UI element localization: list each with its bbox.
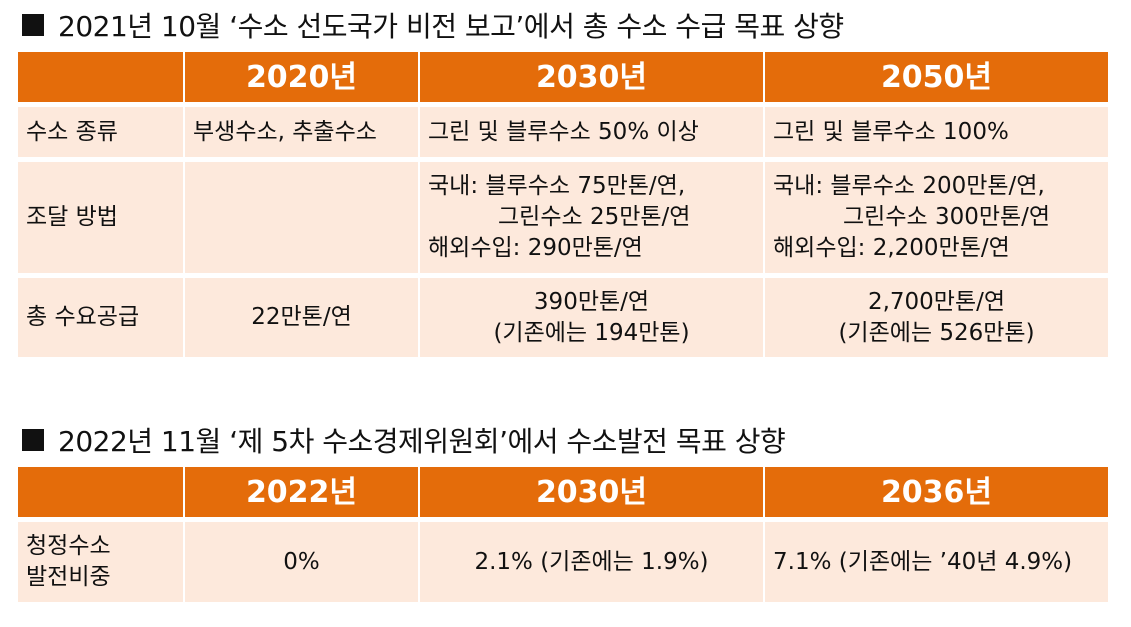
table-cell: 그린 및 블루수소 50% 이상 — [420, 107, 763, 157]
cell-line: 수소 종류 — [26, 118, 118, 145]
cell-line: 발전비중 — [26, 564, 111, 590]
header-row: 2020년 2030년 2050년 — [18, 52, 1108, 102]
title-text: 2022년 11월 ‘제 5차 수소경제위원회’에서 수소발전 목표 상향 — [58, 425, 786, 458]
cell-line: 해외수입: 290만톤/연 — [428, 235, 643, 261]
header-cell: 2022년 — [185, 467, 418, 517]
table-cell — [185, 162, 418, 273]
header-row: 2022년 2030년 2036년 — [18, 467, 1108, 517]
cell-line: 그린수소 25만톤/연 — [498, 204, 691, 230]
table-cell: 22만톤/연 — [185, 278, 418, 357]
section-title: 2021년 10월 ‘수소 선도국가 비전 보고’에서 총 수소 수급 목표 상… — [18, 3, 1110, 47]
cell-line: 해외수입: 2,200만톤/연 — [773, 235, 1010, 261]
bullet-icon — [22, 14, 44, 36]
table-row: 수소 종류 부생수소, 추출수소 그린 및 블루수소 50% 이상 그린 및 블루수소… — [18, 107, 1108, 157]
table-cell: 2,700만톤/연 (기존에는 526만톤) — [765, 278, 1108, 357]
cell-line: 390만톤/연 — [533, 288, 650, 315]
table-cell: 부생수소, 추출수소 — [185, 107, 418, 157]
cell-line: 2.1% (기존에는 1.9%) — [474, 548, 709, 575]
cell-line: 조달 방법 — [26, 204, 118, 230]
table-cell: 조달 방법 — [18, 162, 183, 273]
section: 2022년 11월 ‘제 5차 수소경제위원회’에서 수소발전 목표 상향 202… — [18, 418, 1110, 607]
cell-line: 2,700만톤/연 — [867, 288, 1006, 315]
table-cell: 7.1% (기존에는 ’40년 4.9%) — [765, 522, 1108, 602]
cell-line: 그린 및 블루수소 100% — [773, 118, 1009, 145]
cell-line: 그린 및 블루수소 50% 이상 — [428, 118, 699, 145]
cell-line: (기존에는 194만톤) — [493, 319, 690, 346]
header-cell — [18, 467, 183, 517]
cell-line: 22만톤/연 — [251, 304, 352, 330]
table-cell: 2.1% (기존에는 1.9%) — [420, 522, 763, 602]
header-cell: 2036년 — [765, 467, 1108, 517]
title-text: 2021년 10월 ‘수소 선도국가 비전 보고’에서 총 수소 수급 목표 상… — [58, 10, 844, 43]
cell-line: 국내: 블루수소 200만톤/연, — [773, 173, 1045, 199]
header-cell: 2030년 — [420, 52, 763, 102]
cell-line: 그린수소 300만톤/연 — [843, 204, 1051, 230]
cell-line: 총 수요공급 — [26, 304, 140, 330]
cell-line: 7.1% (기존에는 ’40년 4.9%) — [773, 548, 1073, 575]
header-cell: 2050년 — [765, 52, 1108, 102]
header-cell — [18, 52, 183, 102]
table-cell: 그린 및 블루수소 100% — [765, 107, 1108, 157]
table-cell: 0% — [185, 522, 418, 602]
cell-line: 부생수소, 추출수소 — [193, 118, 377, 145]
cell-line: 청정수소 — [26, 533, 111, 559]
header-cell: 2020년 — [185, 52, 418, 102]
table-cell: 수소 종류 — [18, 107, 183, 157]
section-title: 2022년 11월 ‘제 5차 수소경제위원회’에서 수소발전 목표 상향 — [18, 418, 1110, 462]
cell-line: (기존에는 526만톤) — [838, 319, 1035, 346]
bullet-icon — [22, 429, 44, 451]
cell-line: 0% — [283, 548, 320, 575]
header-cell: 2030년 — [420, 467, 763, 517]
section: 2021년 10월 ‘수소 선도국가 비전 보고’에서 총 수소 수급 목표 상… — [18, 3, 1110, 362]
table-cell: 390만톤/연 (기존에는 194만톤) — [420, 278, 763, 357]
cell-line: 국내: 블루수소 75만톤/연, — [428, 173, 686, 199]
table-row: 총 수요공급 22만톤/연 390만톤/연 (기존에는 194만톤) 2,700만톤/연… — [18, 278, 1108, 357]
table-cell: 총 수요공급 — [18, 278, 183, 357]
